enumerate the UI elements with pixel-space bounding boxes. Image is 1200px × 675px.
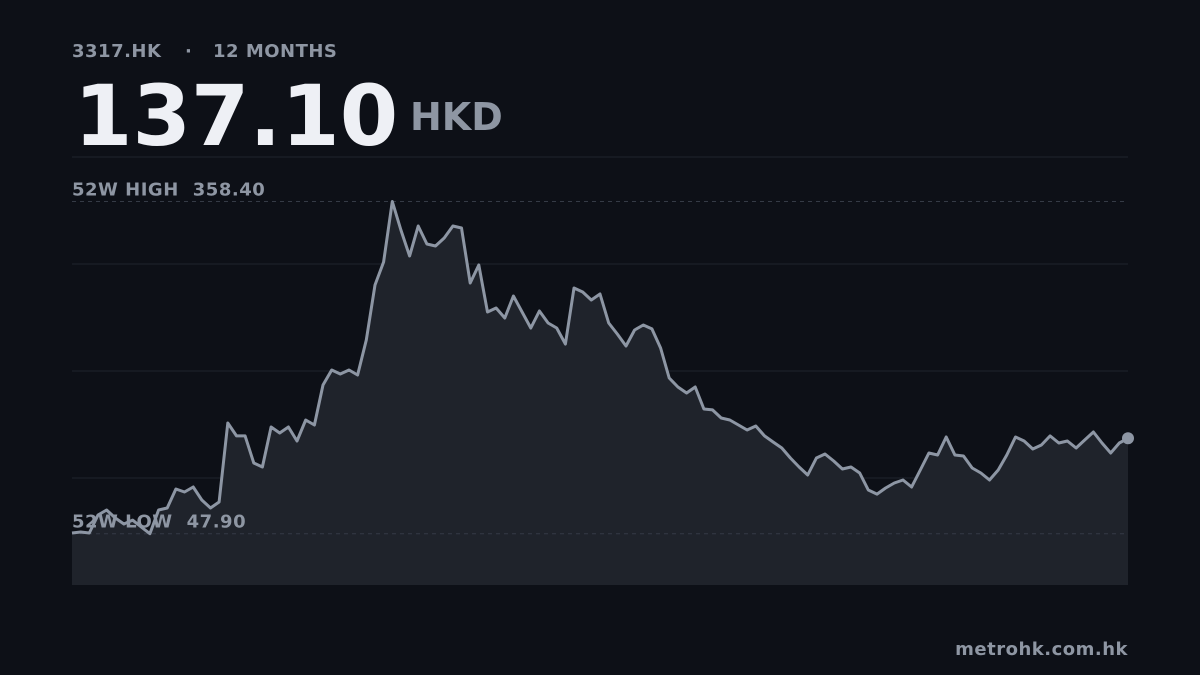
separator: ·: [185, 41, 192, 62]
high-value: 358.40: [193, 180, 265, 201]
ticker: 3317.HK: [72, 41, 162, 62]
high-label: 52W HIGH: [72, 180, 179, 201]
source: metrohk.com.hk: [955, 639, 1128, 660]
currency: HKD: [410, 95, 503, 139]
price-line: [71, 200, 1129, 536]
price: 137.10: [74, 67, 398, 165]
area: [72, 201, 1128, 585]
low-value: 47.90: [187, 512, 246, 533]
last-point: [1122, 432, 1134, 445]
period: 12 MONTHS: [213, 41, 337, 62]
